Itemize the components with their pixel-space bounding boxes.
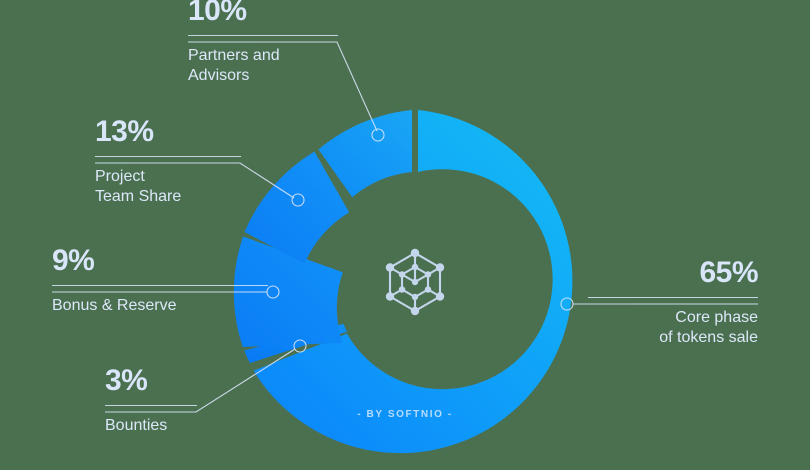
callout-percent-partners-and-advisors: 10% — [188, 0, 247, 27]
callout-project-team-share: 13% Project Team Share — [95, 117, 241, 208]
callout-bounties: 3% Bounties — [105, 366, 197, 436]
donut-slice-bonus-and-reserve[interactable] — [233, 236, 343, 347]
callout-percent-bounties: 3% — [105, 364, 148, 397]
leader-partners-and-advisors — [188, 41, 385, 142]
leader-lines — [52, 41, 758, 413]
callout-label-bonus-and-reserve: Bonus & Reserve — [52, 297, 177, 314]
donut-segments — [233, 110, 573, 454]
callout-percent-core-phase-of-tokens-sale: 65% — [699, 256, 758, 289]
leader-bounties — [105, 339, 307, 413]
callout-rule — [588, 297, 758, 298]
callout-core-phase-of-tokens-sale: 65% Core phase of tokens sale — [588, 256, 759, 349]
callout-bonus-and-reserve: 9% Bonus & Reserve — [52, 246, 268, 316]
callout-label-core-phase-of-tokens-sale: Core phase of tokens sale — [659, 309, 758, 347]
callout-rule — [95, 156, 241, 157]
leader-bonus-and-reserve — [52, 285, 280, 299]
callout-partners-and-advisors: 10% Partners and Advisors — [188, 0, 338, 87]
donut-slice-project-team-share[interactable] — [244, 151, 350, 264]
byline-softnio: - BY SOFTNIO - — [357, 409, 453, 420]
callout-label-bounties: Bounties — [105, 417, 168, 434]
callout-label-partners-and-advisors: Partners and Advisors — [188, 47, 280, 85]
callout-rule — [52, 285, 268, 286]
callout-percent-bonus-and-reserve: 9% — [52, 244, 95, 277]
leader-project-team-share — [95, 162, 305, 207]
donut-slice-core-phase-of-tokens-sale[interactable] — [253, 110, 573, 454]
callout-rule — [105, 405, 197, 406]
callout-label-project-team-share: Project Team Share — [95, 168, 182, 206]
callout-percent-project-team-share: 13% — [95, 115, 154, 148]
donut-slice-partners-and-advisors[interactable] — [318, 110, 412, 198]
callout-rule — [188, 35, 338, 36]
leader-core-phase-of-tokens-sale — [560, 297, 758, 311]
hexagon-network-logo-icon — [385, 248, 445, 316]
